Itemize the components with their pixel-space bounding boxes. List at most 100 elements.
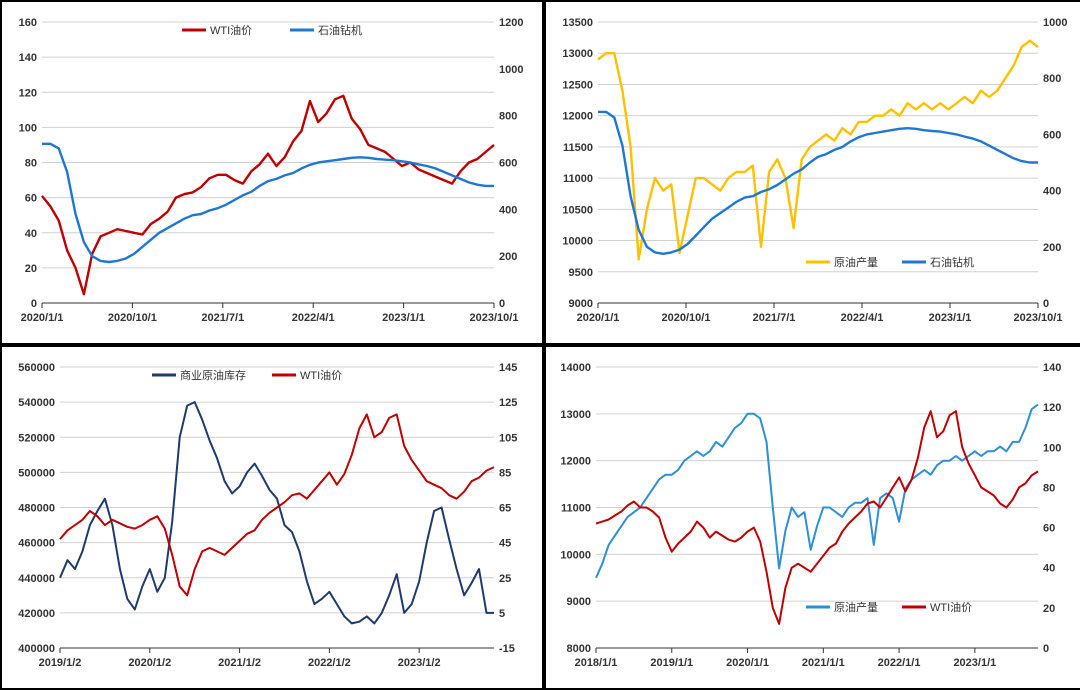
y-left-tick: 12000: [562, 111, 593, 123]
y-right-tick: 600: [1043, 129, 1061, 141]
y-left-tick: 12500: [562, 79, 593, 91]
legend-label: WTI油价: [930, 600, 972, 614]
y-right-tick: 125: [499, 397, 517, 409]
y-right-tick: 80: [1043, 482, 1055, 494]
y-right-tick: -15: [499, 643, 515, 655]
y-right-tick: 5: [499, 608, 505, 620]
y-left-tick: 9500: [569, 267, 593, 279]
series-line: [598, 112, 1038, 254]
x-tick: 2020/1/2: [128, 657, 171, 669]
x-tick: 2023/1/1: [382, 312, 425, 324]
series-line: [42, 96, 494, 294]
x-tick: 2020/10/1: [662, 312, 711, 324]
y-right-tick: 0: [1043, 298, 1049, 310]
series-line: [598, 41, 1038, 260]
y-left-tick: 12000: [560, 456, 591, 468]
x-tick: 2018/1/1: [575, 657, 618, 669]
y-left-tick: 160: [19, 17, 37, 29]
y-right-tick: 800: [1043, 73, 1061, 85]
legend-label: 石油钻机: [930, 255, 974, 269]
y-left-tick: 10000: [560, 549, 591, 561]
y-left-tick: 11500: [563, 142, 593, 154]
y-left-tick: 9000: [567, 596, 591, 608]
y-right-tick: 1000: [1043, 17, 1067, 29]
x-tick: 2020/1/1: [726, 657, 769, 669]
series-line: [596, 405, 1038, 578]
x-tick: 2021/1/1: [802, 657, 845, 669]
chart-grid: 0204060801001201401600200400600800100012…: [0, 0, 1080, 682]
x-tick: 2021/7/1: [753, 312, 796, 324]
x-tick: 2019/1/1: [650, 657, 693, 669]
y-right-tick: 600: [499, 158, 517, 170]
panel-bottom-left: 4000004200004400004600004800005000005200…: [0, 345, 544, 690]
x-tick: 2023/10/1: [470, 312, 519, 324]
series-line: [596, 411, 1038, 624]
y-right-tick: 200: [499, 251, 517, 263]
legend-label: 原油产量: [834, 255, 878, 269]
y-right-tick: 400: [1043, 186, 1061, 198]
x-tick: 2023/1/2: [398, 657, 441, 669]
y-left-tick: 13000: [560, 409, 591, 421]
y-right-tick: 400: [499, 204, 517, 216]
y-left-tick: 14000: [560, 362, 591, 374]
x-tick: 2020/10/1: [108, 312, 157, 324]
panel-top-right: 9000950010000105001100011500120001250013…: [544, 0, 1080, 345]
y-left-tick: 500000: [18, 467, 55, 479]
y-left-tick: 9000: [569, 298, 593, 310]
y-left-tick: 100: [19, 122, 37, 134]
y-right-tick: 20: [1043, 603, 1055, 615]
y-left-tick: 8000: [567, 643, 591, 655]
x-tick: 2019/1/2: [39, 657, 82, 669]
y-right-tick: 60: [1043, 523, 1055, 535]
y-right-tick: 800: [499, 111, 517, 123]
y-left-tick: 80: [25, 158, 37, 170]
x-tick: 2021/7/1: [201, 312, 244, 324]
y-right-tick: 100: [1043, 442, 1061, 454]
legend-label: WTI油价: [210, 23, 252, 37]
y-left-tick: 460000: [18, 538, 55, 550]
x-tick: 2023/10/1: [1014, 312, 1063, 324]
y-right-tick: 40: [1043, 563, 1055, 575]
y-left-tick: 540000: [18, 397, 55, 409]
y-right-tick: 0: [499, 298, 505, 310]
x-tick: 2023/1/1: [929, 312, 972, 324]
legend-label: WTI油价: [300, 368, 342, 382]
y-right-tick: 200: [1043, 242, 1061, 254]
y-left-tick: 10000: [562, 236, 593, 248]
x-tick: 2020/1/1: [577, 312, 620, 324]
y-left-tick: 40: [25, 228, 37, 240]
panel-bottom-right: 8000900010000110001200013000140000204060…: [544, 345, 1080, 690]
legend-label: 原油产量: [834, 600, 878, 614]
y-left-tick: 10500: [562, 204, 593, 216]
y-right-tick: 140: [1043, 362, 1061, 374]
series-line: [60, 414, 494, 595]
y-left-tick: 13000: [562, 48, 593, 60]
y-left-tick: 420000: [18, 608, 55, 620]
y-right-tick: 45: [499, 538, 511, 550]
x-tick: 2023/1/1: [953, 657, 996, 669]
panel-top-left: 0204060801001201401600200400600800100012…: [0, 0, 544, 345]
series-line: [42, 144, 494, 262]
y-left-tick: 140: [19, 52, 37, 64]
y-left-tick: 560000: [18, 362, 55, 374]
y-left-tick: 13500: [562, 17, 593, 29]
y-right-tick: 65: [499, 503, 511, 515]
x-tick: 2022/1/1: [878, 657, 921, 669]
y-right-tick: 120: [1043, 402, 1061, 414]
y-right-tick: 85: [499, 467, 511, 479]
y-left-tick: 120: [19, 87, 37, 99]
x-tick: 2022/4/1: [841, 312, 884, 324]
y-right-tick: 1000: [499, 64, 523, 76]
legend-label: 商业原油库存: [180, 368, 246, 382]
y-left-tick: 520000: [18, 432, 55, 444]
x-tick: 2022/1/2: [308, 657, 351, 669]
x-tick: 2020/1/1: [21, 312, 64, 324]
series-line: [60, 402, 494, 623]
y-left-tick: 0: [31, 298, 37, 310]
y-left-tick: 20: [25, 263, 37, 275]
y-right-tick: 0: [1043, 643, 1049, 655]
y-right-tick: 25: [499, 573, 511, 585]
y-right-tick: 105: [499, 432, 517, 444]
y-left-tick: 400000: [18, 643, 55, 655]
y-right-tick: 1200: [499, 17, 523, 29]
